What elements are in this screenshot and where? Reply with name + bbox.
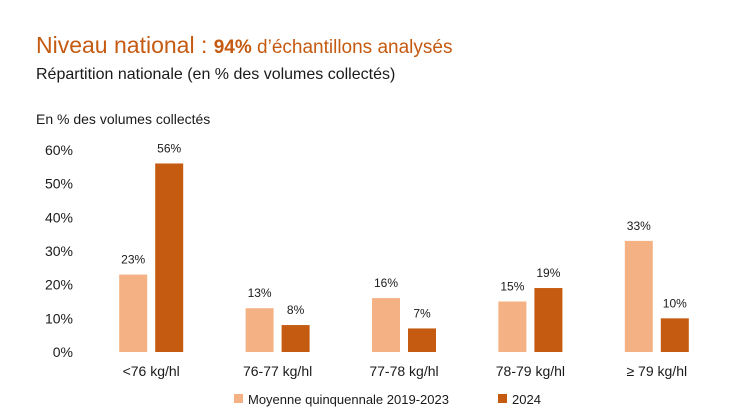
- y-tick-label: 10%: [45, 310, 73, 326]
- bar-2024: [281, 325, 310, 352]
- legend-swatch: [234, 394, 243, 403]
- chart-title: Niveau national : 94% d’échantillons ana…: [36, 32, 452, 59]
- y-tick-label: 50%: [45, 176, 73, 192]
- x-tick-label: 78-79 kg/hl: [496, 363, 565, 379]
- bar-moyenne: [245, 308, 274, 352]
- y-tick-label: 60%: [45, 142, 73, 158]
- data-label: 13%: [248, 286, 272, 300]
- y-axis-label: En % des volumes collectés: [36, 111, 210, 127]
- bar-2024: [408, 328, 436, 352]
- legend-label: 2024: [512, 392, 541, 407]
- bar-moyenne: [624, 240, 653, 352]
- x-tick-label: ≥ 79 kg/hl: [626, 363, 687, 379]
- y-tick-label: 0%: [53, 344, 73, 360]
- title-highlight: 94%: [213, 37, 252, 58]
- bar-moyenne: [372, 298, 400, 352]
- bar-moyenne: [119, 274, 148, 352]
- legend-label: Moyenne quinquennale 2019-2023: [248, 392, 449, 407]
- title-main: Niveau national :: [36, 32, 214, 58]
- data-label: 7%: [413, 306, 431, 320]
- data-label: 19%: [536, 266, 560, 280]
- y-tick-label: 30%: [45, 243, 73, 259]
- bar-2024: [155, 163, 184, 352]
- x-tick-label: 77-78 kg/hl: [369, 363, 438, 379]
- data-label: 56%: [157, 141, 181, 155]
- x-tick-label: 76-77 kg/hl: [243, 363, 312, 379]
- data-label: 16%: [374, 276, 398, 290]
- y-tick-label: 20%: [45, 277, 73, 293]
- title-rest: d’échantillons analysés: [251, 37, 453, 58]
- data-label: 15%: [500, 280, 524, 294]
- bar-moyenne: [498, 301, 527, 352]
- y-tick-label: 40%: [45, 209, 73, 225]
- bar-2024: [660, 318, 689, 352]
- data-label: 23%: [121, 253, 145, 267]
- data-label: 10%: [663, 296, 687, 310]
- legend-swatch: [498, 394, 507, 403]
- data-label: 8%: [287, 303, 305, 317]
- x-tick-label: <76 kg/hl: [123, 363, 180, 379]
- chart-subtitle: Répartition nationale (en % des volumes …: [36, 66, 396, 83]
- bar-2024: [534, 288, 563, 352]
- data-label: 33%: [627, 219, 651, 233]
